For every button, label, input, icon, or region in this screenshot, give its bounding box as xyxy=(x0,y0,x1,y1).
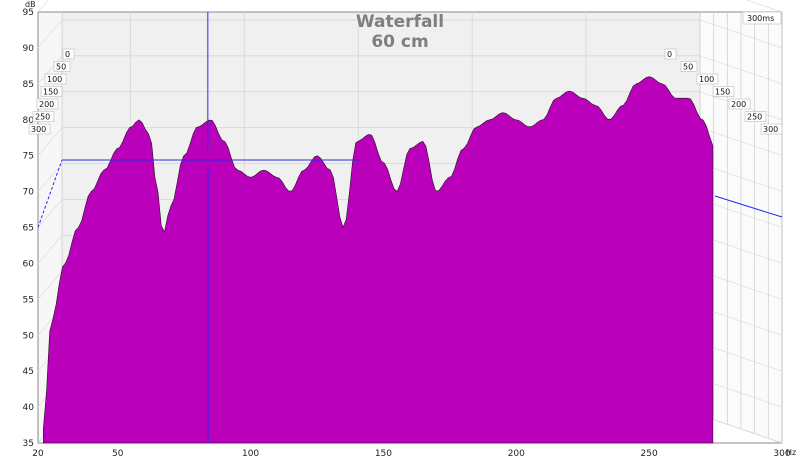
x-tick-labels: 20 50 100 150 200 250 300 xyxy=(32,449,791,459)
grid-line-y-left xyxy=(37,19,63,49)
time-tick-label-left-box xyxy=(44,73,67,85)
y-tick-label: 85 xyxy=(23,80,34,90)
y-tick-label: 55 xyxy=(23,295,34,305)
time-tick-label-left-box xyxy=(32,111,55,122)
time-tick-label-right: 0 xyxy=(667,50,672,59)
time-tick-label-right-box xyxy=(712,86,735,97)
y-tick-label: 35 xyxy=(23,439,34,449)
y-tick-label: 50 xyxy=(23,331,35,341)
grid-line-y-left xyxy=(37,199,63,228)
y-tick-label: 70 xyxy=(23,188,35,198)
time-tick-label-left-box xyxy=(62,48,75,60)
x-tick-label: 150 xyxy=(375,449,392,459)
time-tick-label-right: 200 xyxy=(731,100,746,109)
grid-line-y-left xyxy=(37,163,63,192)
time-tick-label-left-box xyxy=(53,61,71,72)
y-tick-label: 65 xyxy=(23,224,34,234)
time-tick-label-left-box xyxy=(40,86,63,97)
time-tick-label-right: 300 xyxy=(763,125,778,134)
time-tick-label-left-box xyxy=(36,98,59,110)
time-tick-label-left: 50 xyxy=(56,63,66,72)
time-tick-label-left: 250 xyxy=(35,113,50,122)
grid-line-y-left xyxy=(37,0,49,13)
time-tick-label-left: 200 xyxy=(39,100,54,109)
y-tick-label: 95 xyxy=(23,8,34,18)
y-tick-label: 80 xyxy=(23,116,35,126)
time-tick-label-left: 150 xyxy=(43,88,58,97)
x-tick-label: 300 xyxy=(773,449,790,459)
time-tick-label-left: 100 xyxy=(47,75,62,84)
y-tick-label: 90 xyxy=(23,44,35,54)
time-tick-label-left-box xyxy=(28,123,51,135)
y-tick-labels: 35 40 45 50 55 60 65 70 75 80 85 90 95 xyxy=(23,8,35,449)
cursor-right-diagonal xyxy=(714,195,783,218)
time-tick-label-right-box xyxy=(696,73,719,85)
y-tick-label: 75 xyxy=(23,152,34,162)
grid-line-y-left xyxy=(37,235,63,264)
time-tick-label-right: 250 xyxy=(747,113,762,122)
time-tick-label-left: 0 xyxy=(65,50,70,59)
grid-line-y-left xyxy=(37,127,63,156)
cursor-lines xyxy=(37,12,783,443)
y-unit-label: dB xyxy=(25,0,36,9)
chart-subtitle: 60 cm xyxy=(371,32,428,52)
time-tick-label-right: 100 xyxy=(699,75,714,84)
cursor-left-diagonal xyxy=(37,159,63,228)
y-tick-label: 45 xyxy=(23,367,34,377)
grid-line-y-side xyxy=(745,0,783,13)
time-tick-label-right: 150 xyxy=(715,88,730,97)
time-tick-label-right: 50 xyxy=(683,63,693,72)
grid-line-y-left xyxy=(37,271,63,300)
y-tick-label: 60 xyxy=(23,259,35,269)
waterfall-slices xyxy=(43,76,714,444)
x-tick-label: 100 xyxy=(242,449,259,459)
time-tick-label-right-box xyxy=(728,98,751,110)
time-tick-label-right-box xyxy=(760,123,783,135)
x-tick-label: 200 xyxy=(508,449,525,459)
time-tick-label-left: 300 xyxy=(31,125,46,134)
time-tick-label-right-box xyxy=(744,111,767,122)
time-axis-label: 300ms xyxy=(747,14,774,23)
time-axis-label-box xyxy=(742,11,782,25)
x-tick-label: 20 xyxy=(32,449,44,459)
x-tick-label: 250 xyxy=(641,449,658,459)
y-tick-label: 40 xyxy=(23,403,35,413)
x-tick-label: 50 xyxy=(112,449,124,459)
grid-line-y-left xyxy=(37,55,63,85)
time-tick-label-right-box xyxy=(680,61,698,72)
chart-title: Waterfall xyxy=(356,12,444,32)
time-tick-label-right-box xyxy=(664,48,677,60)
x-unit-label: Hz xyxy=(786,448,796,457)
